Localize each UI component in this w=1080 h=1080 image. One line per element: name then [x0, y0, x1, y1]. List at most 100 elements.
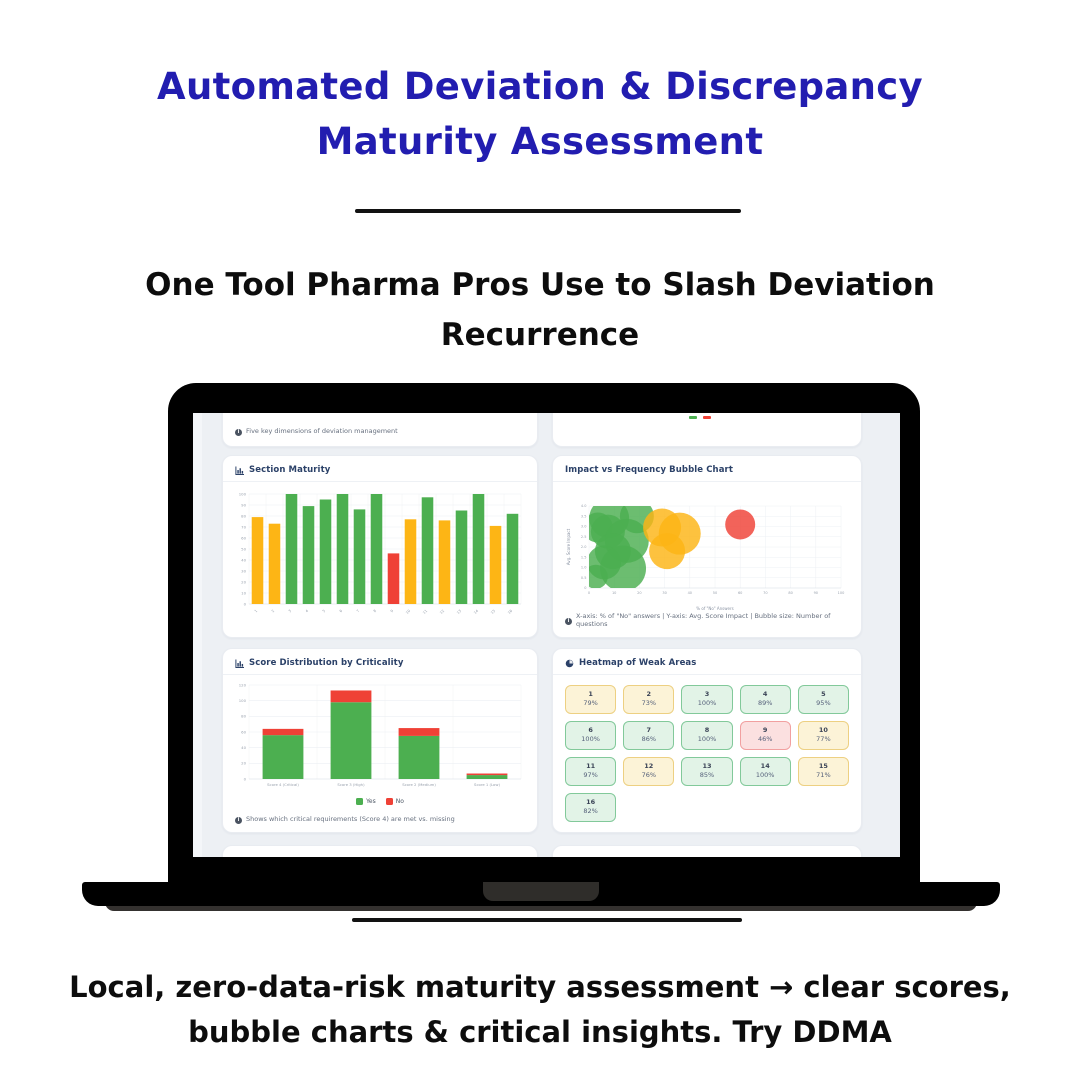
- heatmap-cell: 6 100%: [565, 720, 617, 750]
- svg-text:% of "No" Answers: % of "No" Answers: [696, 606, 733, 611]
- cutoff-legend-chip-no: [703, 416, 711, 419]
- svg-text:3: 3: [288, 609, 292, 613]
- bubble-caption-text: X-axis: % of "No" answers | Y-axis: Avg.…: [576, 612, 831, 629]
- svg-text:100: 100: [239, 491, 247, 496]
- heatmap-cell-number: 10: [818, 725, 828, 734]
- section-maturity-title: Section Maturity: [249, 465, 331, 475]
- poster-subtitle-line1: One Tool Pharma Pros Use to Slash Deviat…: [145, 266, 935, 303]
- heatmap-cell-value: 79%: [583, 699, 598, 708]
- legend-chip-yes: [356, 798, 364, 805]
- heatmap-cell-value: 95%: [816, 699, 831, 708]
- svg-text:80: 80: [241, 714, 246, 719]
- svg-text:50: 50: [241, 546, 246, 551]
- heatmap-cell-number: 5: [821, 690, 826, 698]
- svg-text:0: 0: [584, 586, 586, 590]
- svg-text:13: 13: [456, 609, 462, 615]
- svg-text:2.0: 2.0: [581, 545, 587, 549]
- section-maturity-header: Section Maturity: [223, 456, 537, 482]
- heatmap-cell-number: 12: [644, 761, 654, 770]
- svg-text:Score 4 (Critical): Score 4 (Critical): [267, 782, 299, 787]
- svg-text:100: 100: [838, 591, 845, 595]
- heatmap-cell: 3 100%: [681, 685, 733, 714]
- heatmap-cell: 1 79%: [565, 685, 617, 714]
- poster-footer-line2: bubble charts & critical insights. Try D…: [188, 1014, 892, 1049]
- svg-text:16: 16: [507, 608, 514, 615]
- svg-text:40: 40: [241, 557, 246, 562]
- heatmap-cell: 10 77%: [797, 720, 849, 750]
- heatmap-cell-number: 3: [704, 690, 710, 698]
- heatmap-cell: 15 71%: [797, 756, 849, 786]
- legend-chip-no: [385, 798, 393, 805]
- bubble-chart-title: Impact vs Frequency Bubble Chart: [565, 465, 733, 475]
- poster-footer-line1: Local, zero-data-risk maturity assessmen…: [69, 970, 1011, 1004]
- svg-text:20: 20: [241, 761, 246, 766]
- heatmap-icon: [565, 659, 574, 668]
- heatmap-title: Heatmap of Weak Areas: [579, 658, 697, 668]
- panel-score-distribution: Score Distribution by Criticality 0 20 40 6…: [222, 648, 538, 833]
- svg-text:100: 100: [239, 698, 247, 703]
- laptop-base: [82, 882, 1000, 906]
- svg-text:40: 40: [688, 591, 692, 595]
- svg-text:Score 1 (Low): Score 1 (Low): [474, 782, 500, 787]
- svg-text:10: 10: [241, 590, 246, 595]
- bubble-chart-caption: i X-axis: % of "No" answers | Y-axis: Av…: [565, 613, 853, 629]
- svg-text:4: 4: [305, 608, 310, 613]
- svg-text:6: 6: [339, 608, 344, 613]
- section-maturity-chart: 0 10 20 30 40 50 60 70 80 90 100 1 2 3 4 5 6 7 8 9 10 11 12 13 1…: [231, 486, 529, 630]
- heatmap-cell: 8 100%: [681, 720, 733, 750]
- svg-text:14: 14: [473, 608, 480, 615]
- svg-text:90: 90: [241, 502, 246, 507]
- svg-text:11: 11: [422, 609, 428, 615]
- heatmap-cell-value: 100%: [697, 735, 717, 744]
- svg-text:1.0: 1.0: [581, 566, 587, 570]
- heatmap-cell-number: 7: [646, 725, 652, 734]
- bubble-chart-header: Impact vs Frequency Bubble Chart: [553, 456, 861, 482]
- panel-top-right-partial: [552, 413, 862, 447]
- svg-text:60: 60: [241, 535, 246, 540]
- laptop-base-shadow: [105, 898, 977, 911]
- heatmap-cell-value: 85%: [699, 771, 715, 780]
- svg-text:1.5: 1.5: [581, 555, 587, 559]
- legend-item-no: No: [385, 798, 404, 805]
- svg-text:0: 0: [588, 591, 590, 595]
- heatmap-cell: 13 85%: [681, 756, 733, 786]
- heatmap-cell-number: 6: [588, 725, 593, 734]
- svg-text:Score 3 (High): Score 3 (High): [337, 782, 365, 787]
- svg-text:40: 40: [241, 745, 246, 750]
- svg-text:3.5: 3.5: [581, 514, 587, 518]
- heatmap-cell-value: 100%: [581, 735, 600, 744]
- info-icon: i: [235, 816, 242, 824]
- bar-chart-icon: [235, 658, 244, 668]
- heatmap-cell: 14 100%: [739, 756, 791, 786]
- legend-item-yes: Yes: [356, 798, 376, 805]
- panel-radar-partial: i Five key dimensions of deviation manag…: [222, 413, 538, 447]
- score-distribution-title: Score Distribution by Criticality: [249, 658, 404, 668]
- heatmap-cell: 4 89%: [739, 685, 791, 714]
- poster-title-line2: Maturity Assessment: [316, 120, 764, 164]
- heatmap-cell-value: 82%: [583, 807, 598, 816]
- poster-footer: Local, zero-data-risk maturity assessmen…: [30, 965, 1050, 1055]
- heatmap-cell-value: 100%: [697, 699, 717, 708]
- heatmap-cell-value: 73%: [641, 699, 657, 708]
- svg-text:50: 50: [713, 591, 717, 595]
- svg-text:5: 5: [322, 609, 326, 613]
- score-legend: Yes No: [223, 798, 537, 805]
- svg-text:90: 90: [814, 591, 818, 595]
- panel-bubble-chart: Impact vs Frequency Bubble Chart 0 10 20 30…: [552, 455, 862, 638]
- heatmap-cell-value: 86%: [641, 735, 657, 744]
- top-divider: [355, 209, 741, 213]
- dashboard-screen: i Five key dimensions of deviation manag…: [193, 413, 900, 857]
- svg-text:80: 80: [788, 591, 792, 595]
- heatmap-cell-value: 76%: [641, 771, 657, 780]
- heatmap-cell-number: 1: [588, 690, 593, 698]
- svg-text:120: 120: [239, 682, 247, 687]
- heatmap-cell-number: 11: [586, 761, 596, 770]
- heatmap-cell-value: 100%: [755, 771, 775, 780]
- svg-text:0: 0: [244, 776, 247, 781]
- poster-subtitle-line2: Recurrence: [440, 316, 640, 353]
- heatmap-cell-value: 71%: [816, 771, 831, 780]
- heatmap-cell: 12 76%: [623, 756, 675, 786]
- poster-title-line1: Automated Deviation & Discrepancy: [157, 64, 923, 108]
- score-caption-text: Shows which critical requirements (Score…: [246, 815, 455, 824]
- svg-text:20: 20: [241, 579, 246, 584]
